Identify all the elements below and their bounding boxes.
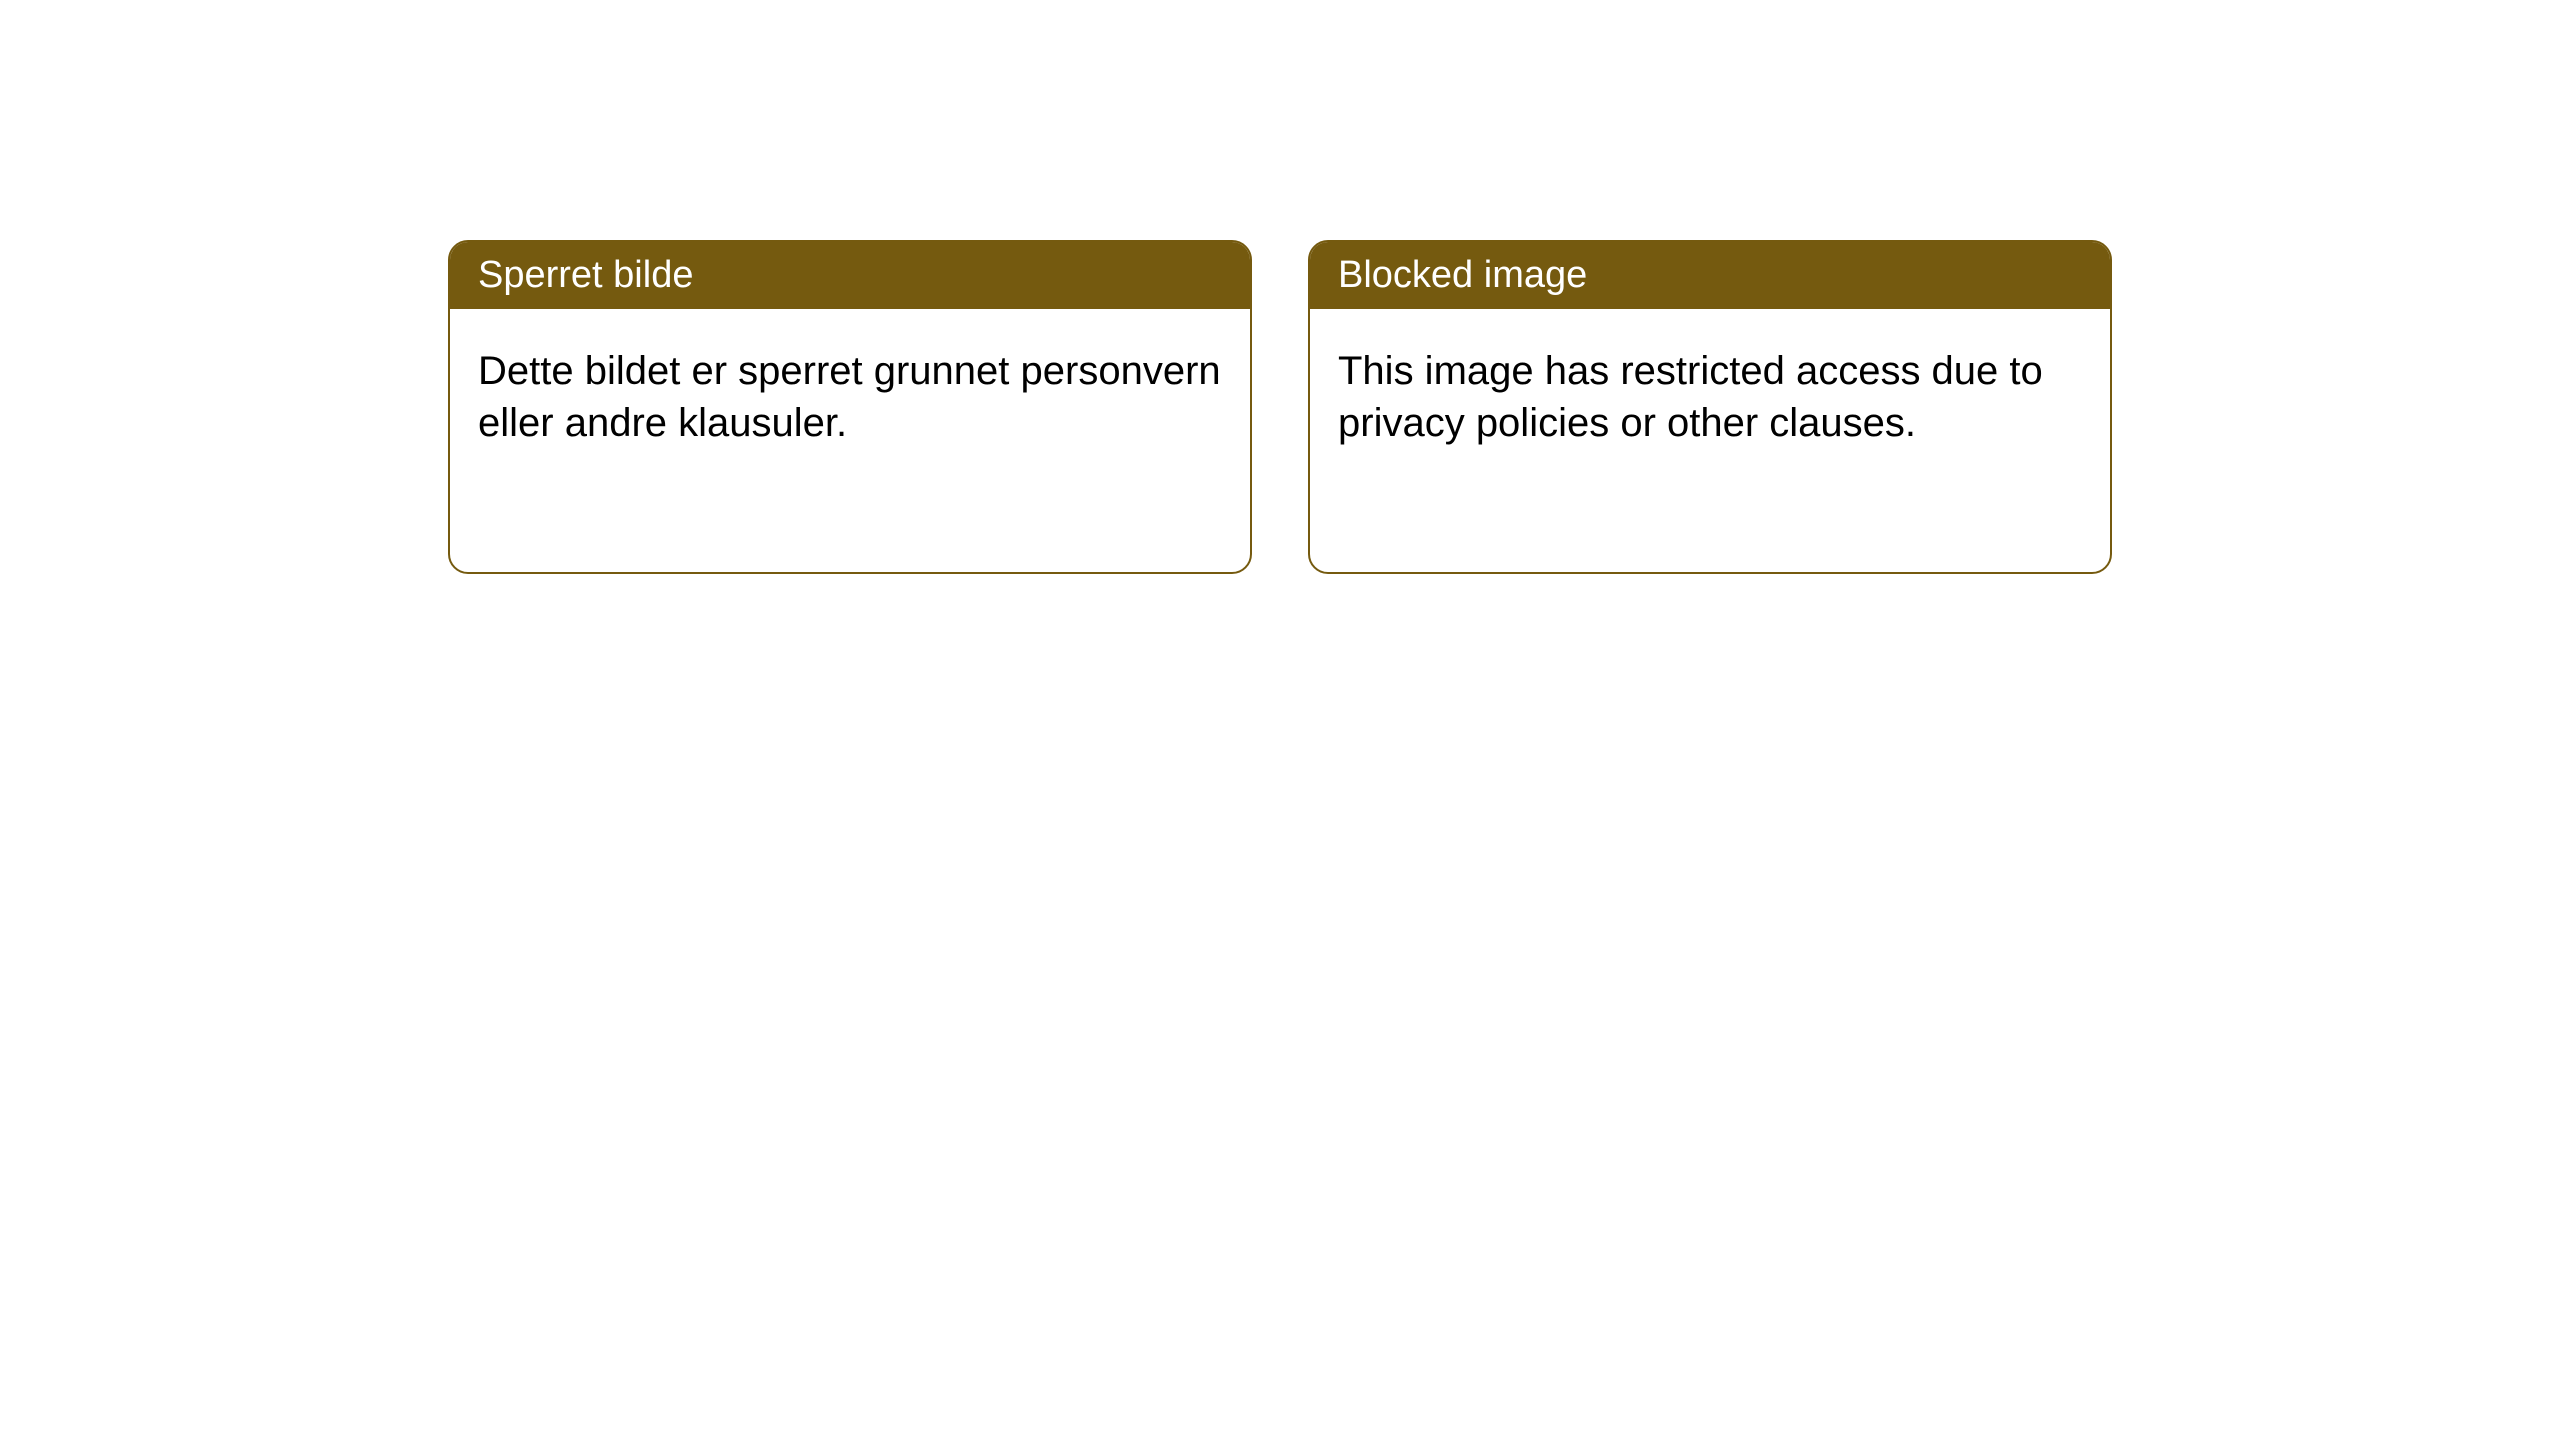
card-title: Blocked image: [1338, 254, 1587, 296]
blocked-image-card-en: Blocked image This image has restricted …: [1308, 240, 2112, 574]
card-body-text: This image has restricted access due to …: [1338, 349, 2043, 445]
card-header: Sperret bilde: [450, 242, 1250, 309]
card-title: Sperret bilde: [478, 254, 693, 296]
cards-container: Sperret bilde Dette bildet er sperret gr…: [0, 0, 2560, 574]
card-body-text: Dette bildet er sperret grunnet personve…: [478, 349, 1221, 445]
card-header: Blocked image: [1310, 242, 2110, 309]
card-body: Dette bildet er sperret grunnet personve…: [450, 309, 1250, 485]
blocked-image-card-no: Sperret bilde Dette bildet er sperret gr…: [448, 240, 1252, 574]
card-body: This image has restricted access due to …: [1310, 309, 2110, 485]
